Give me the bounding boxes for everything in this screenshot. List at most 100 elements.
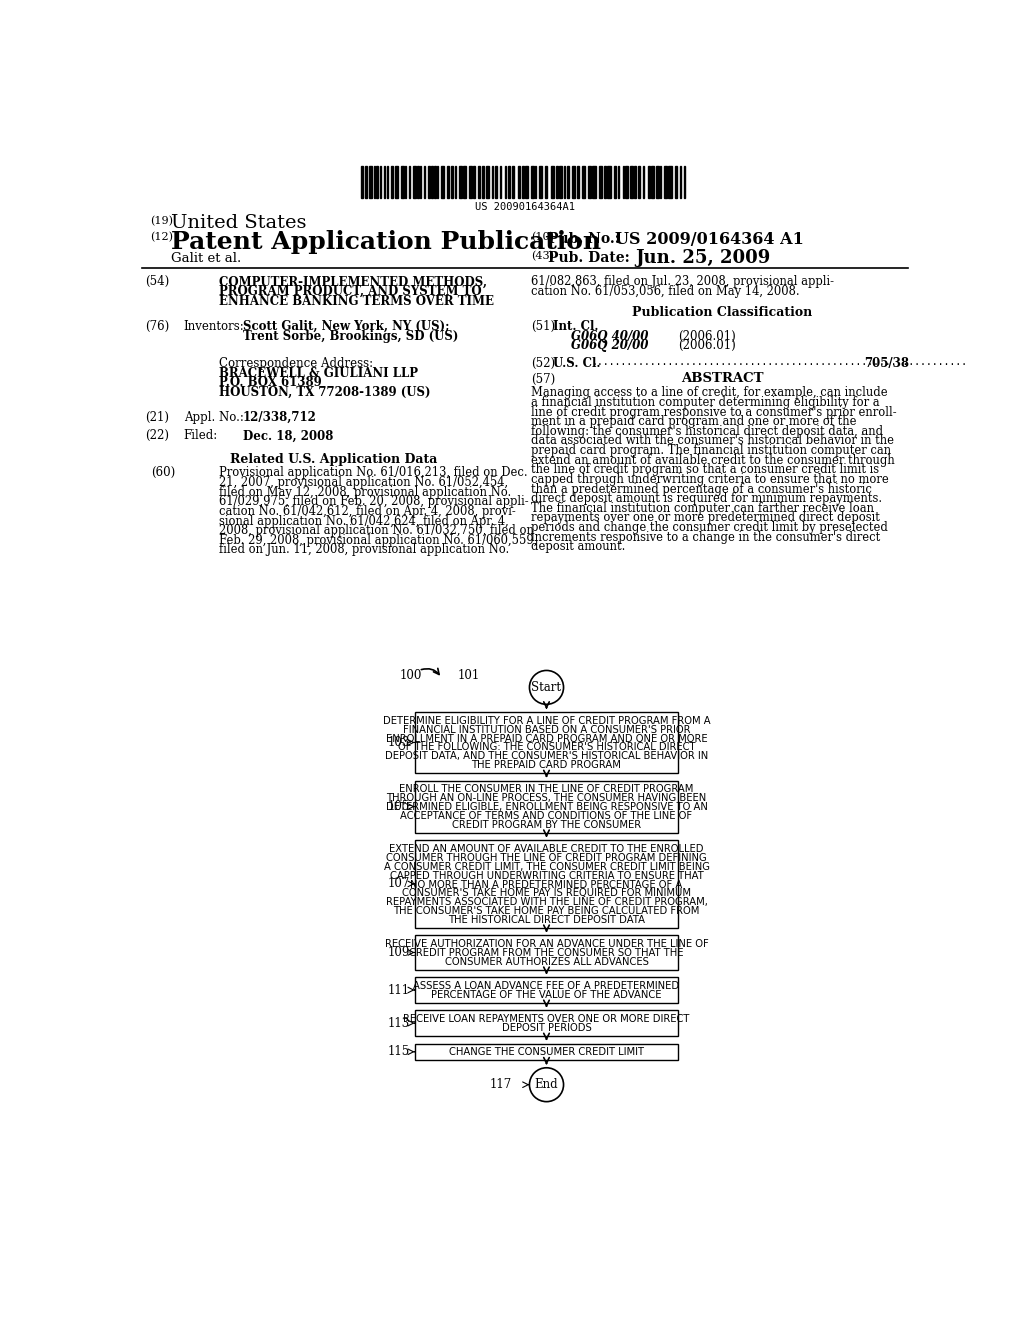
- Text: G06Q 40/00: G06Q 40/00: [571, 330, 648, 343]
- Bar: [428, 166, 430, 198]
- Text: CONSUMER THROUGH THE LINE OF CREDIT PROGRAM DEFINING: CONSUMER THROUGH THE LINE OF CREDIT PROG…: [386, 853, 707, 863]
- Text: P.O. BOX 61389: P.O. BOX 61389: [219, 376, 323, 389]
- Bar: [655, 166, 658, 198]
- Bar: [415, 1044, 678, 1060]
- Text: 2008, provisional application No. 61/032,750, filed on: 2008, provisional application No. 61/032…: [219, 524, 535, 537]
- Text: 12/338,712: 12/338,712: [243, 411, 316, 424]
- Bar: [540, 166, 542, 198]
- Text: than a predetermined percentage of a consumer's historic: than a predetermined percentage of a con…: [531, 483, 871, 495]
- Bar: [613, 166, 616, 198]
- Text: G06Q 20/00: G06Q 20/00: [571, 339, 648, 352]
- Text: ASSESS A LOAN ADVANCE FEE OF A PREDETERMINED: ASSESS A LOAN ADVANCE FEE OF A PREDETERM…: [414, 981, 680, 991]
- Text: Galit et al.: Galit et al.: [171, 252, 242, 265]
- Text: Feb. 29, 2008, provisional application No. 61/060,559,: Feb. 29, 2008, provisional application N…: [219, 533, 538, 546]
- Bar: [571, 166, 574, 198]
- Bar: [486, 166, 489, 198]
- Text: HOUSTON, TX 77208-1389 (US): HOUSTON, TX 77208-1389 (US): [219, 385, 431, 399]
- Text: line of credit program responsive to a consumer's prior enroll-: line of credit program responsive to a c…: [531, 405, 897, 418]
- Bar: [675, 166, 677, 198]
- Bar: [669, 166, 672, 198]
- Text: Start: Start: [531, 681, 561, 694]
- Text: COMPUTER-IMPLEMENTED METHODS,: COMPUTER-IMPLEMENTED METHODS,: [219, 276, 487, 289]
- Bar: [400, 166, 404, 198]
- Bar: [492, 166, 493, 198]
- Bar: [496, 166, 497, 198]
- Text: the line of credit program so that a consumer credit limit is: the line of credit program so that a con…: [531, 463, 880, 477]
- Text: 113: 113: [388, 1016, 410, 1030]
- Bar: [481, 166, 484, 198]
- Bar: [680, 166, 681, 198]
- Bar: [599, 166, 602, 198]
- Bar: [376, 166, 378, 198]
- Text: Provisional application No. 61/016,213, filed on Dec.: Provisional application No. 61/016,213, …: [219, 466, 528, 479]
- Bar: [577, 166, 580, 198]
- Text: 100: 100: [399, 669, 422, 682]
- Text: U.S. Cl.: U.S. Cl.: [553, 358, 600, 370]
- Bar: [365, 166, 368, 198]
- Text: Correspondence Address:: Correspondence Address:: [219, 358, 374, 370]
- Bar: [424, 166, 425, 198]
- Text: Pub. No.:: Pub. No.:: [548, 232, 620, 247]
- Bar: [415, 936, 678, 970]
- Text: ................................................................: ........................................…: [592, 358, 968, 367]
- Text: Scott Galit, New York, NY (US);: Scott Galit, New York, NY (US);: [243, 321, 450, 333]
- Text: (60): (60): [152, 466, 175, 479]
- Bar: [391, 166, 392, 198]
- Text: The financial institution computer can farther receive loan: The financial institution computer can f…: [531, 502, 874, 515]
- Bar: [415, 711, 678, 774]
- Text: ENHANCE BANKING TERMS OVER TIME: ENHANCE BANKING TERMS OVER TIME: [219, 294, 495, 308]
- Text: FINANCIAL INSTITUTION BASED ON A CONSUMER'S PRIOR: FINANCIAL INSTITUTION BASED ON A CONSUME…: [402, 725, 690, 735]
- Text: DEPOSIT PERIODS: DEPOSIT PERIODS: [502, 1023, 592, 1034]
- Text: EXTEND AN AMOUNT OF AVAILABLE CREDIT TO THE ENROLLED: EXTEND AN AMOUNT OF AVAILABLE CREDIT TO …: [389, 843, 703, 854]
- Text: prepaid card program. The financial institution computer can: prepaid card program. The financial inst…: [531, 444, 891, 457]
- Text: 705/38: 705/38: [864, 358, 909, 370]
- Text: United States: United States: [171, 214, 307, 232]
- Bar: [415, 1010, 678, 1036]
- Text: cation No. 61/053,056, filed on May 14, 2008.: cation No. 61/053,056, filed on May 14, …: [531, 285, 800, 298]
- Text: ACCEPTANCE OF TERMS AND CONDITIONS OF THE LINE OF: ACCEPTANCE OF TERMS AND CONDITIONS OF TH…: [400, 810, 692, 821]
- Text: (54): (54): [145, 276, 169, 289]
- Bar: [623, 166, 625, 198]
- Text: 109: 109: [388, 946, 410, 958]
- Bar: [556, 166, 558, 198]
- Text: 105: 105: [388, 800, 410, 813]
- Bar: [420, 166, 421, 198]
- Text: THE CONSUMER'S TAKE HOME PAY BEING CALCULATED FROM: THE CONSUMER'S TAKE HOME PAY BEING CALCU…: [393, 906, 699, 916]
- Bar: [415, 841, 678, 928]
- Text: CAPPED THROUGH UNDERWRITING CRITERIA TO ENSURE THAT: CAPPED THROUGH UNDERWRITING CRITERIA TO …: [389, 871, 703, 880]
- Bar: [417, 166, 419, 198]
- Bar: [517, 166, 520, 198]
- Bar: [647, 166, 649, 198]
- Bar: [446, 166, 450, 198]
- Text: US 20090164364A1: US 20090164364A1: [475, 202, 574, 213]
- Text: THE HISTORICAL DIRECT DEPOSIT DATA: THE HISTORICAL DIRECT DEPOSIT DATA: [449, 915, 645, 925]
- Text: (10): (10): [531, 232, 554, 243]
- Bar: [630, 166, 633, 198]
- Bar: [626, 166, 629, 198]
- Text: (76): (76): [145, 321, 169, 333]
- Bar: [531, 166, 534, 198]
- Text: extend an amount of available credit to the consumer through: extend an amount of available credit to …: [531, 454, 895, 467]
- Text: Pub. Date:: Pub. Date:: [548, 251, 630, 265]
- Bar: [634, 166, 636, 198]
- Text: CREDIT PROGRAM FROM THE CONSUMER SO THAT THE: CREDIT PROGRAM FROM THE CONSUMER SO THAT…: [410, 948, 684, 958]
- Bar: [567, 166, 569, 198]
- Bar: [617, 166, 620, 198]
- Bar: [583, 166, 586, 198]
- Bar: [395, 166, 398, 198]
- Text: (57): (57): [531, 372, 555, 385]
- Text: Filed:: Filed:: [183, 429, 218, 442]
- Text: 61/029,975, filed on Feb. 20, 2008, provisional appli-: 61/029,975, filed on Feb. 20, 2008, prov…: [219, 495, 529, 508]
- Text: filed on May 12, 2008, provisional application No.: filed on May 12, 2008, provisional appli…: [219, 486, 512, 499]
- Text: 107: 107: [388, 878, 410, 891]
- Text: CHANGE THE CONSUMER CREDIT LIMIT: CHANGE THE CONSUMER CREDIT LIMIT: [449, 1047, 644, 1057]
- Text: increments responsive to a change in the consumer's direct: increments responsive to a change in the…: [531, 531, 881, 544]
- Bar: [643, 166, 644, 198]
- Text: (43): (43): [531, 251, 554, 261]
- Bar: [370, 166, 373, 198]
- Text: OF THE FOLLOWING: THE CONSUMER'S HISTORICAL DIRECT: OF THE FOLLOWING: THE CONSUMER'S HISTORI…: [397, 742, 695, 752]
- Text: Inventors:: Inventors:: [183, 321, 245, 333]
- Bar: [463, 166, 467, 198]
- Bar: [434, 166, 436, 198]
- Text: RECEIVE AUTHORIZATION FOR AN ADVANCE UNDER THE LINE OF: RECEIVE AUTHORIZATION FOR AN ADVANCE UND…: [385, 940, 709, 949]
